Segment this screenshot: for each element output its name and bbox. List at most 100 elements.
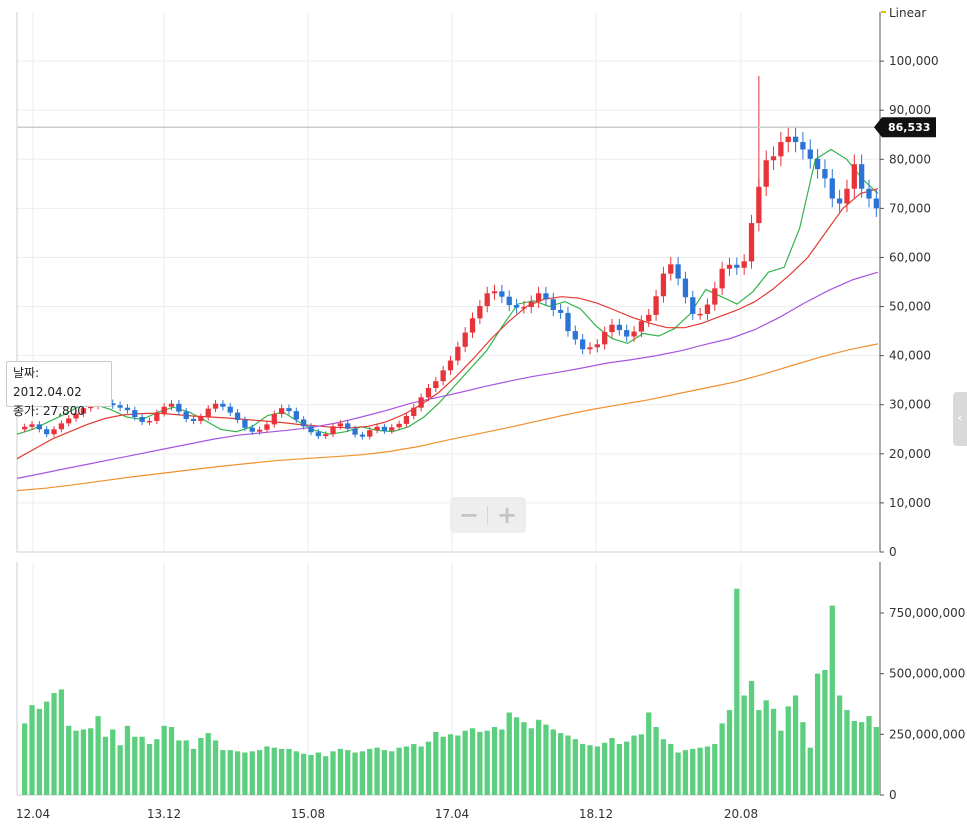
volume-bar — [234, 751, 241, 795]
date-tick-label: 13.12 — [147, 807, 181, 821]
candlestick-series[interactable] — [22, 75, 879, 440]
candle-body — [712, 288, 718, 305]
candle-body — [572, 331, 578, 340]
volume-bar — [110, 729, 116, 795]
current-price-label: 86,533 — [888, 121, 930, 134]
price-tick-label: 30,000 — [889, 398, 931, 412]
volume-bar — [521, 722, 527, 795]
candle-body — [506, 296, 512, 306]
volume-bar — [264, 746, 270, 795]
volume-bar — [183, 740, 189, 795]
volume-bar — [168, 727, 175, 795]
candle-body — [374, 426, 380, 431]
price-tick-label: 90,000 — [889, 103, 931, 117]
volume-bar — [477, 731, 483, 795]
candle-body — [616, 324, 623, 331]
volume-bar — [146, 744, 153, 795]
volume-bar — [352, 752, 358, 795]
candle-body — [770, 156, 777, 161]
candle-body — [286, 408, 292, 412]
candle-body — [726, 264, 733, 269]
candle-body — [704, 304, 711, 314]
candle-body — [675, 264, 681, 279]
axis-labels: 100,000 90,000 80,000 70,000 60,000 50,000 40,… — [16, 6, 966, 821]
volume-tick-label: 250,000,000 — [889, 727, 965, 741]
candle-body — [183, 411, 189, 419]
volume-bar — [859, 722, 865, 795]
volume-bar — [624, 741, 630, 795]
zoom-in-button[interactable]: + — [496, 501, 518, 529]
volume-bar — [132, 736, 138, 795]
candle-body — [822, 169, 828, 179]
candle-body — [190, 418, 197, 421]
volume-bar — [323, 756, 329, 795]
volume-bar — [95, 716, 101, 795]
current-price-marker: 86,533 — [17, 117, 936, 138]
candle-body — [660, 273, 667, 297]
volume-bar — [873, 727, 879, 795]
volume-bar — [469, 728, 476, 795]
candle-body — [462, 332, 468, 347]
volume-bar — [330, 751, 336, 795]
candle-body — [425, 388, 432, 398]
candle-body — [557, 309, 564, 313]
volume-tick-label: 750,000,000 — [889, 606, 965, 620]
volume-bar — [580, 744, 586, 795]
candle-body — [242, 419, 248, 428]
volume-bar — [851, 720, 857, 795]
candle-body — [682, 278, 689, 298]
candle-body — [433, 381, 439, 389]
candle-body — [491, 291, 498, 294]
volume-bar — [778, 730, 784, 795]
zoom-out-button[interactable]: − — [458, 501, 480, 529]
date-tick-label: 17.04 — [435, 807, 469, 821]
volume-bar — [286, 748, 292, 795]
volume-bar — [734, 588, 740, 795]
candle-body — [638, 321, 645, 332]
candle-body — [132, 410, 138, 417]
candle-body — [851, 164, 857, 189]
volume-bar — [814, 673, 821, 795]
candle-body — [859, 164, 865, 189]
volume-bar — [359, 751, 366, 795]
candle-body — [80, 408, 87, 414]
volume-bar — [44, 701, 50, 795]
volume-bar — [154, 739, 160, 795]
candle-body — [587, 347, 593, 350]
price-tick-label: 100,000 — [889, 54, 939, 68]
candle-body — [609, 324, 615, 333]
volume-bar — [389, 751, 395, 795]
candle-body — [139, 417, 145, 422]
tooltip-close: 종가: 27,800 — [13, 404, 85, 418]
volume-bar — [506, 712, 512, 795]
candle-body — [580, 339, 586, 350]
volume-bar — [88, 728, 94, 795]
candle-body — [543, 293, 549, 300]
price-tick-label: 10,000 — [889, 496, 931, 510]
candle-body — [293, 411, 299, 420]
candle-body — [513, 305, 520, 308]
volume-bar — [455, 735, 461, 795]
volume-bars[interactable] — [22, 588, 879, 795]
candle-body — [748, 223, 755, 262]
candle-body — [176, 403, 182, 412]
volume-bar — [345, 750, 351, 795]
candle-body — [227, 406, 233, 413]
candle-body — [264, 424, 270, 430]
candle-body — [323, 434, 329, 437]
volume-bar — [609, 737, 615, 795]
candle-body — [800, 142, 806, 150]
volume-bar — [557, 733, 564, 795]
volume-bar — [602, 742, 608, 795]
candle-body — [565, 312, 571, 332]
volume-bar — [675, 752, 681, 795]
side-panel-toggle[interactable]: ‹ — [953, 392, 967, 446]
volume-bar — [565, 735, 571, 795]
volume-bar — [653, 727, 659, 795]
volume-bar — [792, 695, 799, 795]
candle-body — [330, 426, 336, 435]
volume-tick-label: 500,000,000 — [889, 667, 965, 681]
hover-tooltip: 날짜: 2012.04.02 종가: 27,800 — [6, 361, 112, 418]
